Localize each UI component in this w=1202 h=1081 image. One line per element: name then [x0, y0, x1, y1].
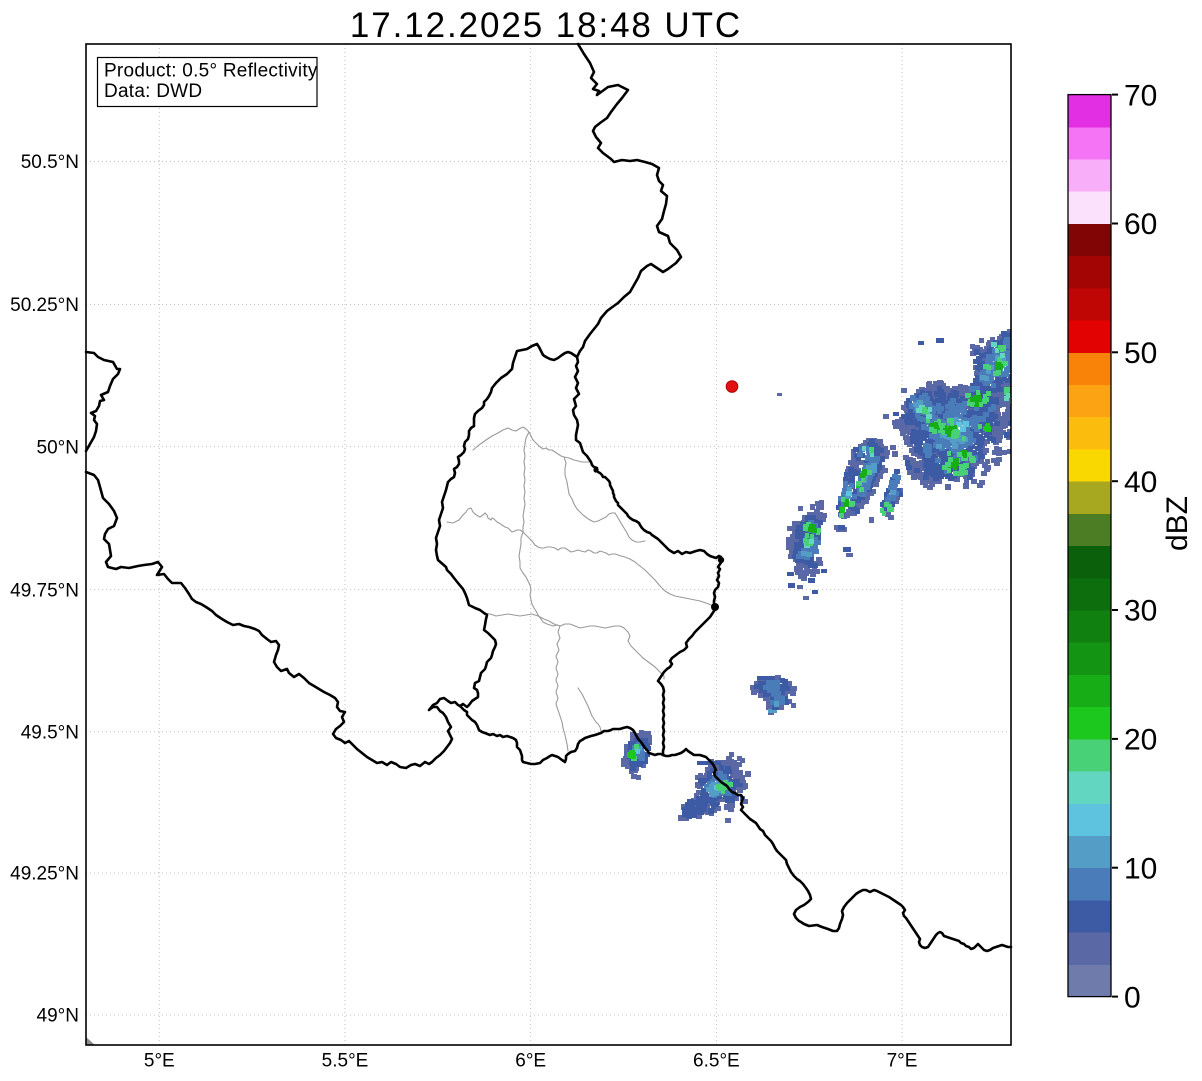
svg-text:7°E: 7°E	[887, 1051, 918, 1072]
svg-text:49.5°N: 49.5°N	[21, 722, 79, 743]
svg-text:17.12.2025 18:48 UTC: 17.12.2025 18:48 UTC	[350, 6, 742, 45]
svg-text:50.25°N: 50.25°N	[10, 295, 79, 316]
svg-text:50°N: 50°N	[37, 437, 79, 458]
svg-text:20: 20	[1124, 724, 1157, 757]
svg-text:Data: DWD: Data: DWD	[104, 81, 202, 102]
svg-text:0: 0	[1124, 981, 1141, 1014]
svg-text:70: 70	[1124, 79, 1157, 112]
svg-text:Product: 0.5° Reflectivity: Product: 0.5° Reflectivity	[104, 61, 318, 82]
svg-text:49.25°N: 49.25°N	[10, 864, 79, 885]
svg-text:60: 60	[1124, 208, 1157, 241]
svg-text:50.5°N: 50.5°N	[21, 152, 79, 173]
svg-text:6.5°E: 6.5°E	[693, 1051, 740, 1072]
svg-text:49°N: 49°N	[37, 1006, 79, 1027]
svg-text:30: 30	[1124, 595, 1157, 628]
svg-text:5°E: 5°E	[144, 1051, 175, 1072]
svg-text:dBZ: dBZ	[1161, 496, 1194, 551]
svg-text:49.75°N: 49.75°N	[10, 580, 79, 601]
svg-text:6°E: 6°E	[515, 1051, 546, 1072]
svg-text:10: 10	[1124, 852, 1157, 885]
svg-text:50: 50	[1124, 337, 1157, 370]
svg-text:5.5°E: 5.5°E	[322, 1051, 369, 1072]
svg-text:40: 40	[1124, 466, 1157, 499]
